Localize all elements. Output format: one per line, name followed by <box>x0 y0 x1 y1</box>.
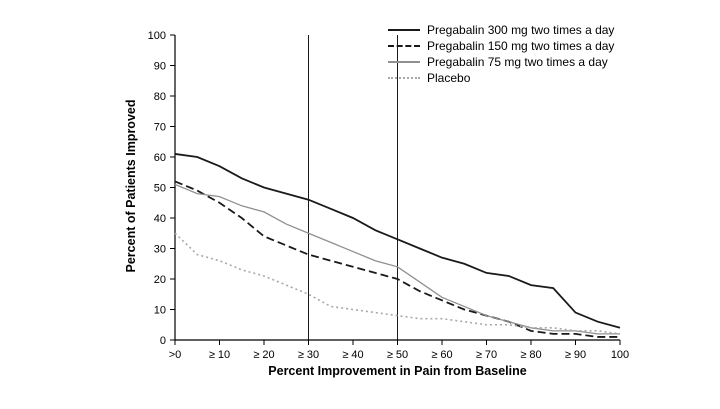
svg-text:≥ 70: ≥ 70 <box>476 349 497 361</box>
legend-item-pregabalin-75: Pregabalin 75 mg two times a day <box>388 54 614 70</box>
svg-text:0: 0 <box>160 335 166 347</box>
svg-text:40: 40 <box>154 213 166 225</box>
svg-text:≥ 80: ≥ 80 <box>520 349 541 361</box>
legend-item-pregabalin-150: Pregabalin 150 mg two times a day <box>388 38 614 54</box>
legend-item-placebo: Placebo <box>388 70 614 86</box>
svg-text:70: 70 <box>154 122 166 134</box>
legend: Pregabalin 300 mg two times a day Pregab… <box>388 22 614 86</box>
legend-label: Pregabalin 300 mg two times a day <box>427 23 615 37</box>
legend-line-sample-solid-black <box>388 29 420 31</box>
svg-text:60: 60 <box>154 152 166 164</box>
svg-text:≥ 90: ≥ 90 <box>565 349 586 361</box>
legend-item-pregabalin-300: Pregabalin 300 mg two times a day <box>388 22 614 38</box>
svg-text:≥ 10: ≥ 10 <box>209 349 230 361</box>
svg-text:30: 30 <box>154 244 166 256</box>
svg-text:20: 20 <box>154 274 166 286</box>
svg-text:100: 100 <box>611 349 629 361</box>
legend-label: Placebo <box>427 71 471 85</box>
svg-text:10: 10 <box>154 305 166 317</box>
legend-line-sample-solid-gray <box>388 61 420 63</box>
svg-text:50: 50 <box>154 183 166 195</box>
svg-text:≥ 50: ≥ 50 <box>387 349 408 361</box>
legend-line-sample-dashed-black <box>388 45 420 47</box>
x-axis-label: Percent Improvement in Pain from Baselin… <box>268 364 527 378</box>
svg-text:90: 90 <box>154 61 166 73</box>
svg-text:100: 100 <box>148 30 166 42</box>
legend-line-sample-dotted-gray <box>388 77 420 79</box>
svg-text:≥ 60: ≥ 60 <box>431 349 452 361</box>
svg-text:>0: >0 <box>169 349 182 361</box>
svg-text:≥ 40: ≥ 40 <box>342 349 363 361</box>
svg-text:80: 80 <box>154 91 166 103</box>
legend-label: Pregabalin 75 mg two times a day <box>427 55 608 69</box>
y-axis-label: Percent of Patients Improved <box>124 99 138 273</box>
svg-text:≥ 30: ≥ 30 <box>298 349 319 361</box>
svg-text:≥ 20: ≥ 20 <box>253 349 274 361</box>
legend-label: Pregabalin 150 mg two times a day <box>427 39 615 53</box>
